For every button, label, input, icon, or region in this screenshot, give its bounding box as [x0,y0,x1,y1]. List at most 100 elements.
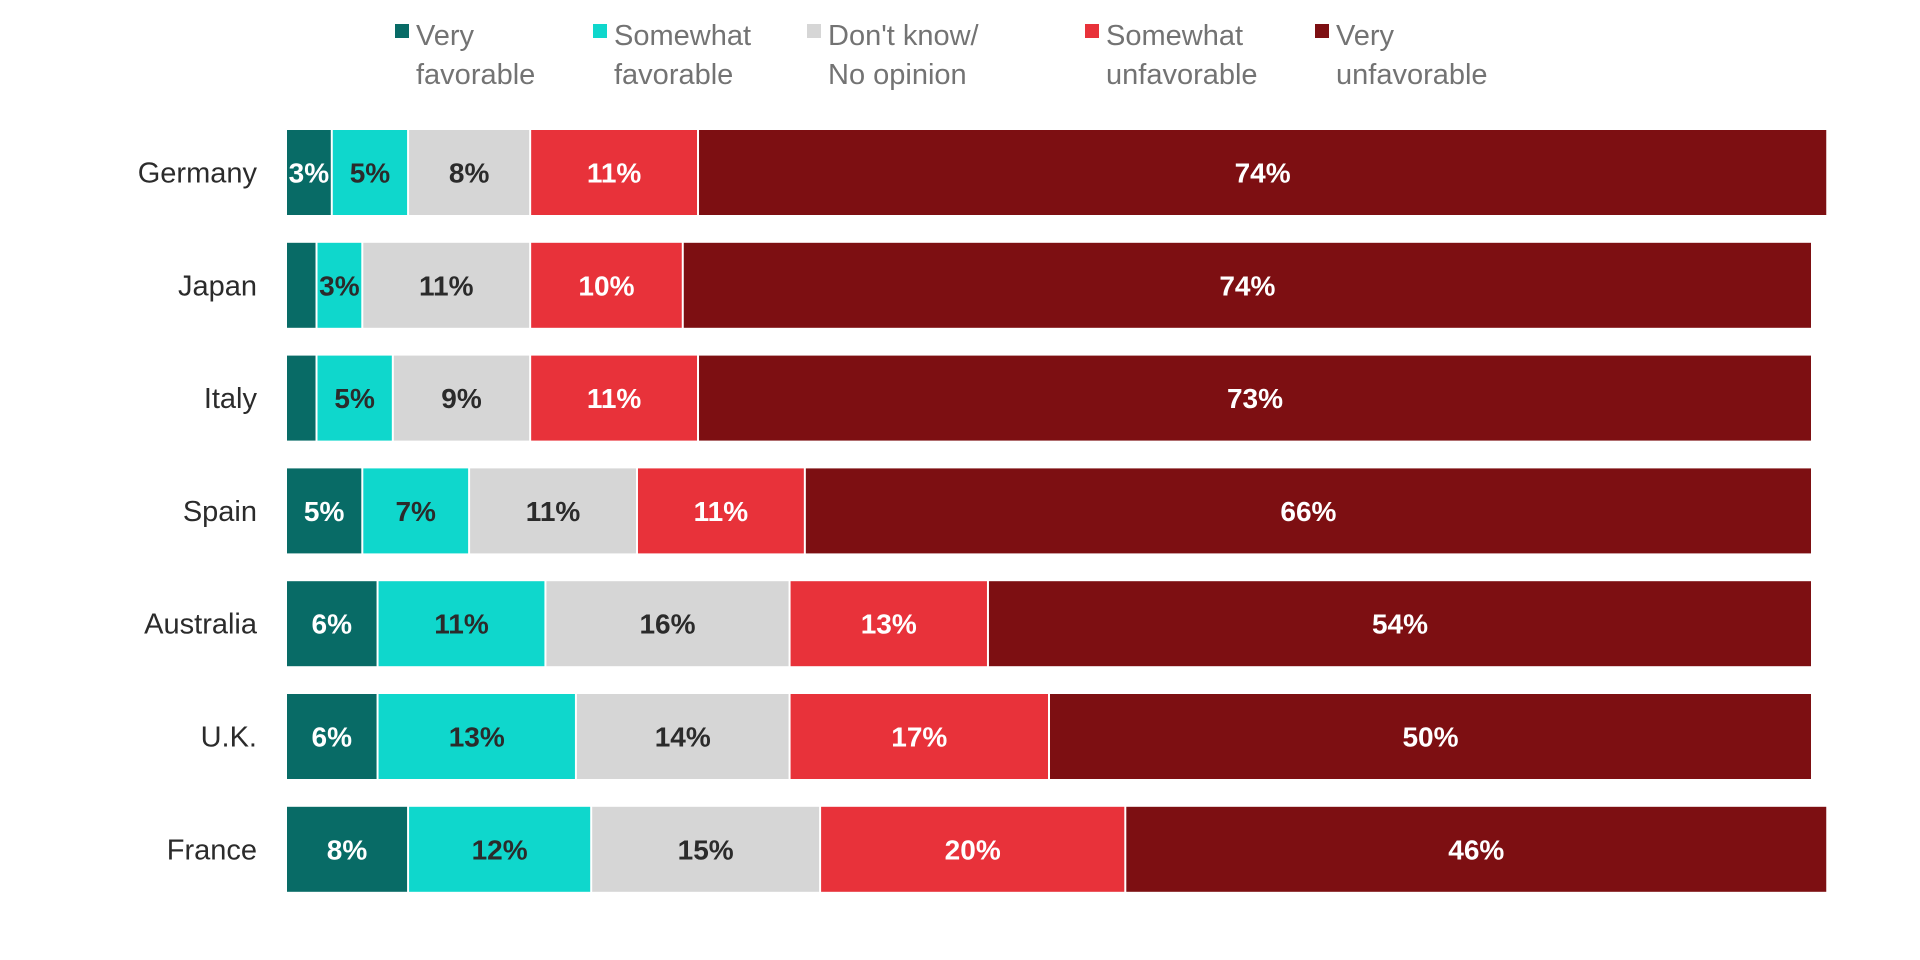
bar-segment [287,242,316,328]
bar-segment [531,355,698,441]
bar-segment [378,581,545,667]
data-label: 11% [587,383,642,414]
data-label: 13% [861,609,917,640]
bar-segment [1050,694,1811,779]
legend-swatch [1315,24,1329,38]
data-label: 6% [312,609,353,640]
data-label: 74% [1219,270,1275,301]
legend: Very favorable Somewhat favorable Don't know… [395,20,1488,91]
category-label: Spain [183,496,257,528]
bar-segment [393,355,530,441]
bar-row: Germany 3% 5% 8% 11% 74% [138,130,1827,215]
data-label: 73% [1227,383,1283,414]
bar-segment [317,355,392,441]
bar-segment [699,130,1827,215]
data-label: 11% [526,496,581,527]
legend-label-line: Somewhat [1106,20,1243,52]
data-label: 6% [312,722,353,753]
bar-segment [699,355,1811,441]
category-label: U.K. [201,722,257,754]
data-label: 5% [304,496,345,527]
legend-label-line: Somewhat [614,20,751,52]
legend-label-line: favorable [416,59,535,91]
bar-segment [409,806,591,892]
data-label: 15% [678,834,734,865]
data-label: 5% [350,158,391,189]
category-label: Australia [144,609,258,641]
data-label: 9% [441,383,482,414]
data-label: 16% [639,609,695,640]
data-label: 50% [1402,722,1458,753]
bar-segment [637,468,804,554]
data-label: 3% [319,270,360,301]
data-label: 11% [694,496,749,527]
data-label: 8% [449,158,490,189]
bar-segment [546,581,789,667]
legend-label-line: Don't know/ [828,20,980,52]
bar-row: U.K. 6% 13% 14% 17% 50% [201,694,1811,779]
data-label: 11% [419,270,474,301]
data-label: 11% [587,158,642,189]
category-label: Italy [204,383,258,415]
bar-row: France 8% 12% 15% 20% 46% [167,806,1827,892]
bar-segment [287,806,408,892]
data-label: 17% [891,722,947,753]
bar-segment [287,355,316,441]
bar-segment [470,468,636,554]
legend-label-line: Very [1336,20,1395,52]
data-label: 11% [434,609,489,640]
data-label: 66% [1280,496,1336,527]
legend-item: Somewhat favorable [593,20,751,91]
bar-segment [805,468,1811,554]
legend-swatch [593,24,607,38]
bar-segment [287,694,377,779]
legend-item: Very unfavorable [1315,20,1488,91]
legend-label-line: No opinion [828,59,967,91]
bar-segment [790,694,1048,779]
legend-label-line: Very [416,20,475,52]
bar-segment [592,806,820,892]
data-label: 54% [1372,609,1428,640]
data-label: 46% [1448,834,1504,865]
data-label: 20% [945,834,1001,865]
data-label: 10% [578,270,634,301]
legend-label-line: unfavorable [1106,59,1258,91]
category-label: France [167,834,257,866]
legend-label-line: unfavorable [1336,59,1488,91]
legend-label-line: favorable [614,59,733,91]
bar-segment [287,581,377,667]
data-label: 12% [472,834,528,865]
legend-item: Don't know/No opinion [807,20,980,91]
bar-segment [821,806,1125,892]
bar-segment [531,242,682,328]
data-label: 8% [327,834,368,865]
category-label: Japan [178,270,257,302]
data-label: 7% [395,496,436,527]
data-label: 74% [1235,158,1291,189]
bar-segment [363,468,469,554]
legend-swatch [1085,24,1099,38]
bar-segment [332,130,408,215]
legend-swatch [807,24,821,38]
data-label: 3% [289,158,330,189]
bar-row: Japan 3% 11% 10% 74% [178,242,1811,328]
legend-swatch [395,24,409,38]
bar-row: Italy 5% 9% 11% 73% [204,355,1811,441]
bar-segment [683,242,1811,328]
bar-segment [317,242,362,328]
chart-rows: Germany 3% 5% 8% 11% 74% Japan 3% 11% 10% 74% Italy… [138,130,1827,892]
bar-segment [378,694,575,779]
legend-item: Somewhat unfavorable [1085,20,1258,91]
bar-segment [531,130,698,215]
bar-row: Spain 5% 7% 11% 11% 66% [183,468,1811,554]
bar-segment [409,130,530,215]
data-label: 5% [334,383,375,414]
bar-segment [988,581,1811,667]
bar-segment [363,242,530,328]
data-label: 14% [655,722,711,753]
category-label: Germany [138,158,258,190]
bar-segment [1126,806,1827,892]
bar-segment [790,581,987,667]
bar-segment [576,694,789,779]
